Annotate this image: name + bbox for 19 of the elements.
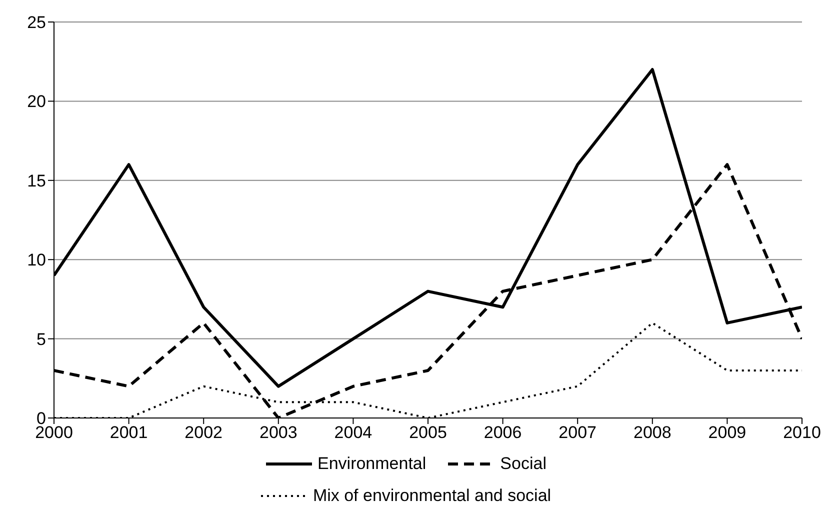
y-tick-label: 5	[36, 330, 46, 349]
y-tick-label: 10	[27, 250, 46, 270]
y-tick-label: 25	[27, 13, 46, 32]
x-tick-label: 2000	[35, 423, 73, 442]
legend-label: Mix of environmental and social	[312, 486, 552, 506]
x-tick-label: 2001	[110, 423, 148, 442]
legend-label: Environmental	[318, 454, 426, 474]
y-tick-label: 20	[27, 92, 46, 112]
x-tick-label: 2005	[409, 423, 447, 442]
x-tick-label: 2009	[708, 423, 746, 442]
x-tick-label: 2002	[184, 423, 223, 442]
x-tick-label: 2007	[558, 423, 597, 442]
x-tick-label: 2010	[783, 423, 821, 442]
x-tick-label: 2006	[484, 423, 522, 442]
x-tick-label: 2003	[259, 423, 298, 442]
x-tick-label: 2004	[334, 423, 372, 442]
y-tick-label: 15	[27, 171, 46, 190]
x-tick-label: 2008	[633, 423, 672, 442]
legend-label: Social	[500, 454, 546, 474]
